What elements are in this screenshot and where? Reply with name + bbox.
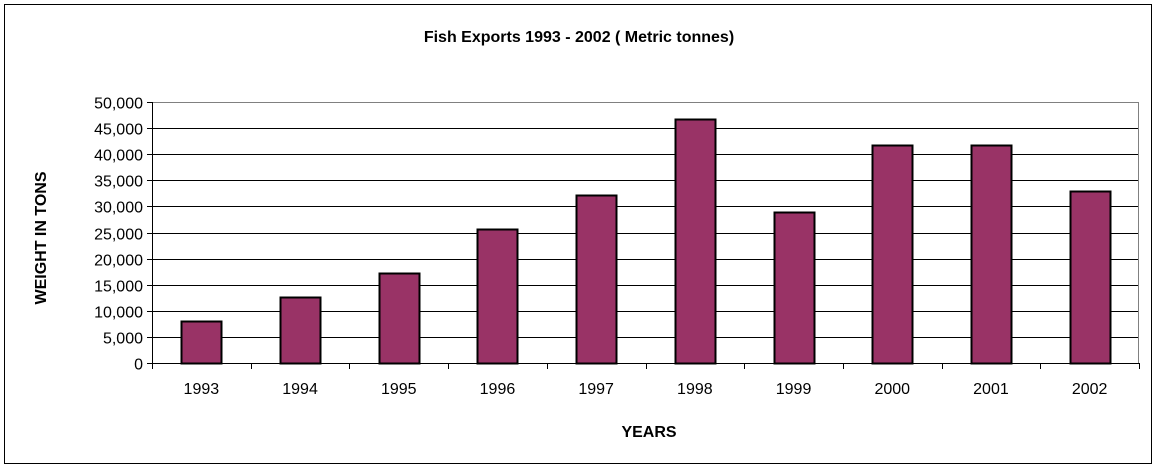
bar	[378, 272, 421, 365]
bar	[674, 118, 717, 365]
axes	[147, 102, 1140, 369]
x-tick-label: 1995	[381, 381, 417, 398]
y-axis-title: WEIGHT IN TONS	[33, 171, 50, 304]
y-tick-label: 45,000	[94, 122, 143, 139]
y-tick-label: 5,000	[103, 331, 143, 348]
y-tick-label: 25,000	[94, 227, 143, 244]
x-tick-label: 1993	[184, 381, 220, 398]
x-tick-label: 1994	[282, 381, 318, 398]
y-tick-label: 40,000	[94, 148, 143, 165]
bar	[871, 144, 914, 365]
y-tick-label: 30,000	[94, 200, 143, 217]
bars	[180, 118, 1112, 365]
bar	[180, 320, 223, 365]
x-tick-label: 1996	[480, 381, 516, 398]
y-tick-label: 0	[134, 357, 143, 374]
bar-chart: Fish Exports 1993 - 2002 ( Metric tonnes…	[33, 29, 1140, 441]
chart-title: Fish Exports 1993 - 2002 ( Metric tonnes…	[424, 29, 734, 46]
y-tick-label: 20,000	[94, 253, 143, 270]
x-axis-title: YEARS	[621, 424, 676, 441]
y-tick-label: 35,000	[94, 174, 143, 191]
x-tick-label: 2001	[973, 381, 1009, 398]
bar	[575, 194, 618, 365]
bar	[773, 211, 816, 365]
bar	[476, 228, 519, 365]
x-tick-labels: 1993 1994 1995 1996 1997 1998 1999 2000 2001 2002	[184, 381, 1108, 398]
y-tick-label: 10,000	[94, 305, 143, 322]
x-tick-label: 2002	[1072, 381, 1108, 398]
chart-frame: Fish Exports 1993 - 2002 ( Metric tonnes…	[4, 4, 1152, 464]
bar	[1069, 190, 1112, 365]
y-tick-labels: 0 5,000 10,000 15,000 20,000 25,000 30,000 35,0…	[94, 96, 143, 374]
bar	[970, 144, 1013, 365]
bar	[279, 296, 322, 365]
y-tick-label: 15,000	[94, 279, 143, 296]
x-tick-label: 2000	[874, 381, 910, 398]
y-tick-label: 50,000	[94, 96, 143, 113]
x-tick-label: 1997	[578, 381, 614, 398]
x-tick-label: 1999	[776, 381, 812, 398]
x-tick-label: 1998	[677, 381, 713, 398]
